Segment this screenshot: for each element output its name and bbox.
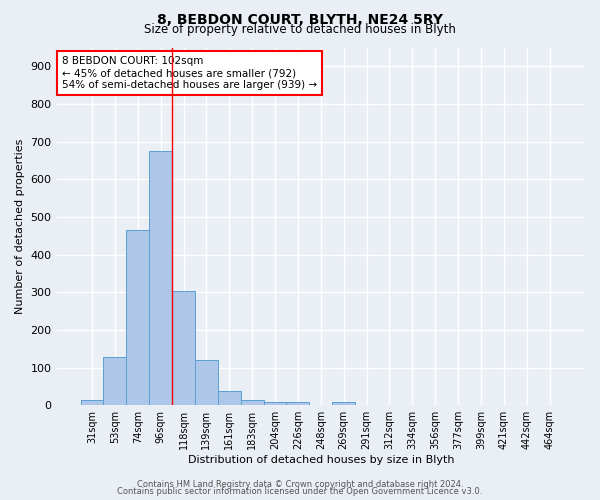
Text: Contains public sector information licensed under the Open Government Licence v3: Contains public sector information licen… xyxy=(118,487,482,496)
Bar xyxy=(241,400,263,405)
Bar xyxy=(218,391,241,405)
Bar xyxy=(332,402,355,405)
Bar xyxy=(80,400,103,405)
Bar xyxy=(195,360,218,405)
Bar xyxy=(172,291,195,405)
Text: 8 BEBDON COURT: 102sqm
← 45% of detached houses are smaller (792)
54% of semi-de: 8 BEBDON COURT: 102sqm ← 45% of detached… xyxy=(62,56,317,90)
Bar xyxy=(149,151,172,405)
Bar xyxy=(286,402,310,405)
Y-axis label: Number of detached properties: Number of detached properties xyxy=(15,138,25,314)
Bar xyxy=(103,357,127,405)
Text: 8, BEBDON COURT, BLYTH, NE24 5RY: 8, BEBDON COURT, BLYTH, NE24 5RY xyxy=(157,12,443,26)
Bar xyxy=(263,402,286,405)
Bar xyxy=(127,230,149,405)
X-axis label: Distribution of detached houses by size in Blyth: Distribution of detached houses by size … xyxy=(188,455,454,465)
Text: Size of property relative to detached houses in Blyth: Size of property relative to detached ho… xyxy=(144,22,456,36)
Text: Contains HM Land Registry data © Crown copyright and database right 2024.: Contains HM Land Registry data © Crown c… xyxy=(137,480,463,489)
